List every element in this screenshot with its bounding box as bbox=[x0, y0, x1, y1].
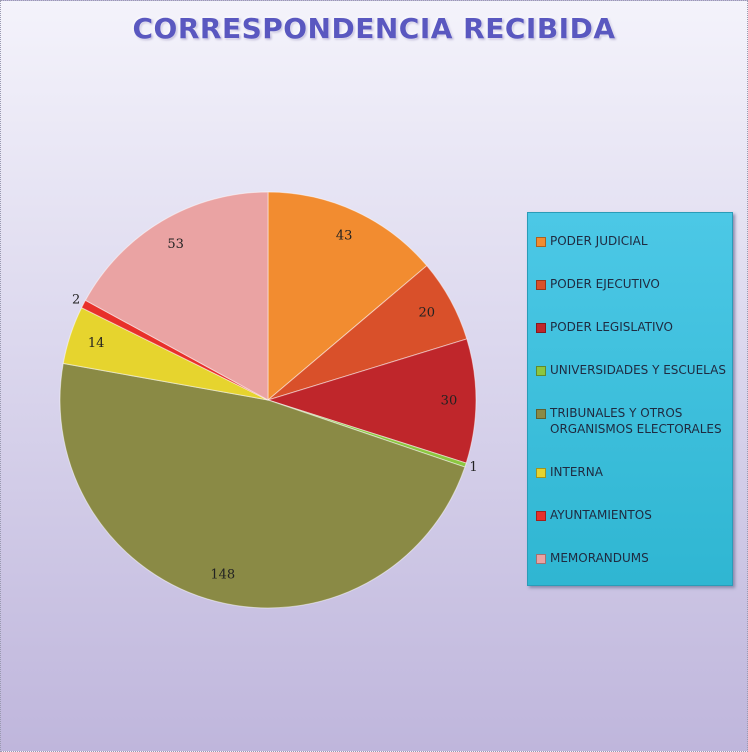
legend-item: INTERNA bbox=[536, 464, 728, 480]
data-label: 148 bbox=[210, 568, 235, 583]
pie-slice bbox=[266, 338, 477, 464]
data-label: 20 bbox=[419, 306, 436, 321]
legend-swatch bbox=[536, 365, 546, 376]
legend-item: AYUNTAMIENTOS bbox=[536, 507, 728, 523]
legend-swatch bbox=[536, 510, 546, 521]
legend-label: PODER JUDICIAL bbox=[550, 233, 648, 248]
legend-label: MEMORANDUMS bbox=[550, 550, 649, 565]
legend-item: PODER LEGISLATIVO bbox=[536, 319, 728, 335]
legend: PODER JUDICIAL PODER EJECUTIVO PODER LEGIS… bbox=[527, 212, 733, 586]
legend-swatch bbox=[536, 408, 546, 419]
pie-slice bbox=[59, 362, 466, 609]
data-label: 2 bbox=[72, 293, 80, 308]
legend-label: AYUNTAMIENTOS bbox=[550, 507, 652, 522]
data-label: 30 bbox=[441, 393, 458, 408]
legend-swatch bbox=[536, 236, 546, 247]
legend-label: PODER EJECUTIVO bbox=[550, 276, 660, 291]
chart-title: CORRESPONDENCIA RECIBIDA bbox=[132, 12, 616, 45]
pie-slice bbox=[84, 191, 269, 401]
legend-label: PODER LEGISLATIVO bbox=[550, 319, 673, 334]
data-label: 1 bbox=[469, 460, 477, 475]
data-label: 14 bbox=[88, 336, 105, 351]
data-label: 43 bbox=[336, 228, 353, 243]
legend-item: PODER JUDICIAL bbox=[536, 233, 728, 249]
legend-swatch bbox=[536, 279, 546, 290]
legend-item: PODER EJECUTIVO bbox=[536, 276, 728, 292]
legend-label: INTERNA bbox=[550, 464, 603, 479]
legend-swatch bbox=[536, 467, 546, 478]
legend-item: TRIBUNALES Y OTROS ORGANISMOS ELECTORALE… bbox=[536, 405, 728, 437]
legend-item: UNIVERSIDADES Y ESCUELAS bbox=[536, 362, 728, 378]
legend-item: MEMORANDUMS bbox=[536, 550, 728, 566]
legend-label: UNIVERSIDADES Y ESCUELAS bbox=[550, 362, 726, 377]
legend-swatch bbox=[536, 322, 546, 333]
data-label: 53 bbox=[167, 237, 184, 252]
legend-label: TRIBUNALES Y OTROS ORGANISMOS ELECTORALE… bbox=[550, 405, 722, 436]
legend-swatch bbox=[536, 553, 546, 564]
pie-slice bbox=[267, 191, 428, 402]
